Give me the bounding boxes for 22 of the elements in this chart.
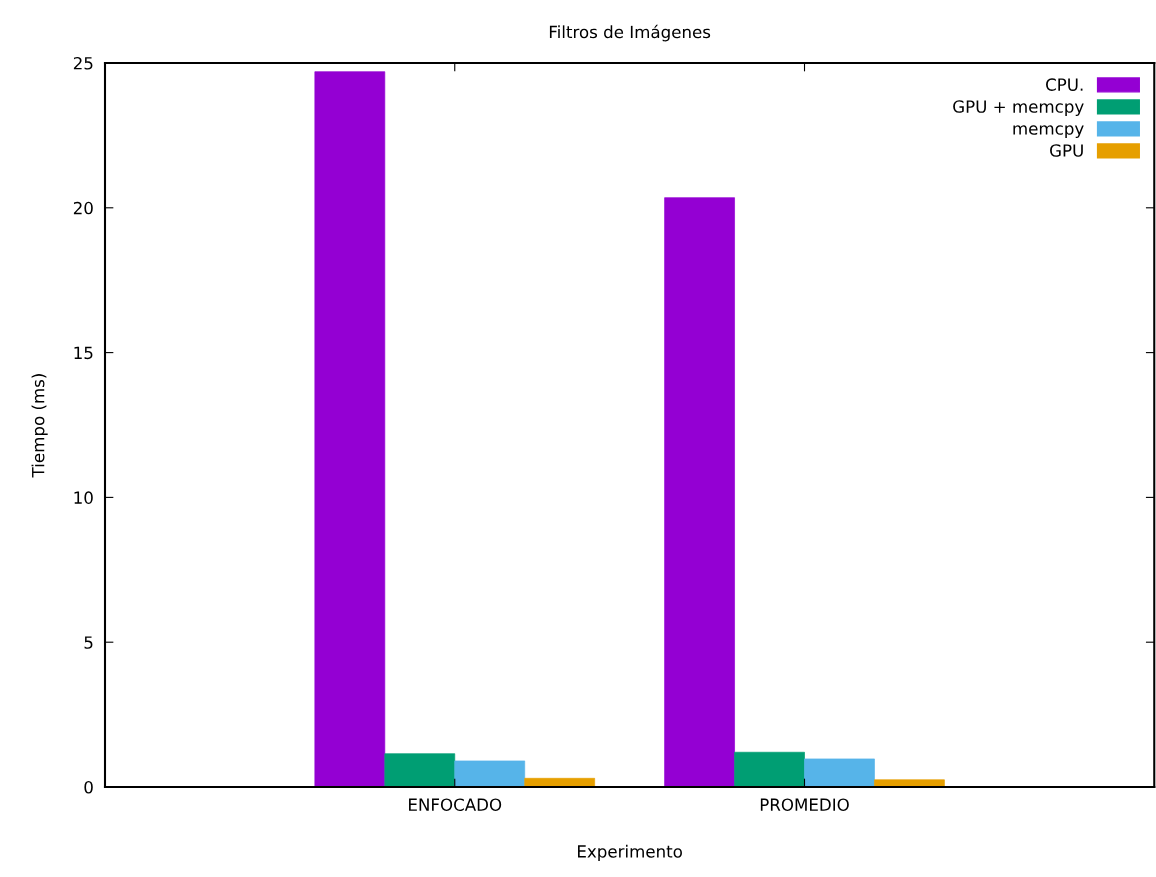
bar — [454, 760, 526, 787]
y-tick-label: 10 — [74, 491, 93, 504]
bar — [874, 779, 945, 787]
legend-label: GPU — [1050, 144, 1083, 157]
bar — [664, 197, 735, 787]
bar — [804, 758, 875, 787]
x-tick-label: ENFOCADO — [409, 798, 502, 812]
y-tick-label: 5 — [84, 636, 93, 649]
y-tick-label: 15 — [74, 346, 93, 360]
x-tick-label: PROMEDIO — [760, 798, 849, 812]
legend-label: CPU. — [1046, 78, 1083, 91]
legend-label: memcpy — [1013, 125, 1084, 139]
bar — [314, 71, 386, 787]
y-tick-label: 0 — [84, 780, 93, 794]
y-axis-title: Tiempo (ms) — [31, 374, 48, 478]
legend-label: GPU + memcpy — [953, 100, 1084, 117]
x-axis-title: Experimento — [578, 844, 682, 861]
bar — [384, 753, 456, 787]
bar — [734, 751, 805, 787]
y-tick-label: 25 — [73, 56, 93, 70]
chart-title: Filtros de Imágenes — [549, 24, 711, 42]
y-tick-label: 20 — [73, 201, 93, 215]
